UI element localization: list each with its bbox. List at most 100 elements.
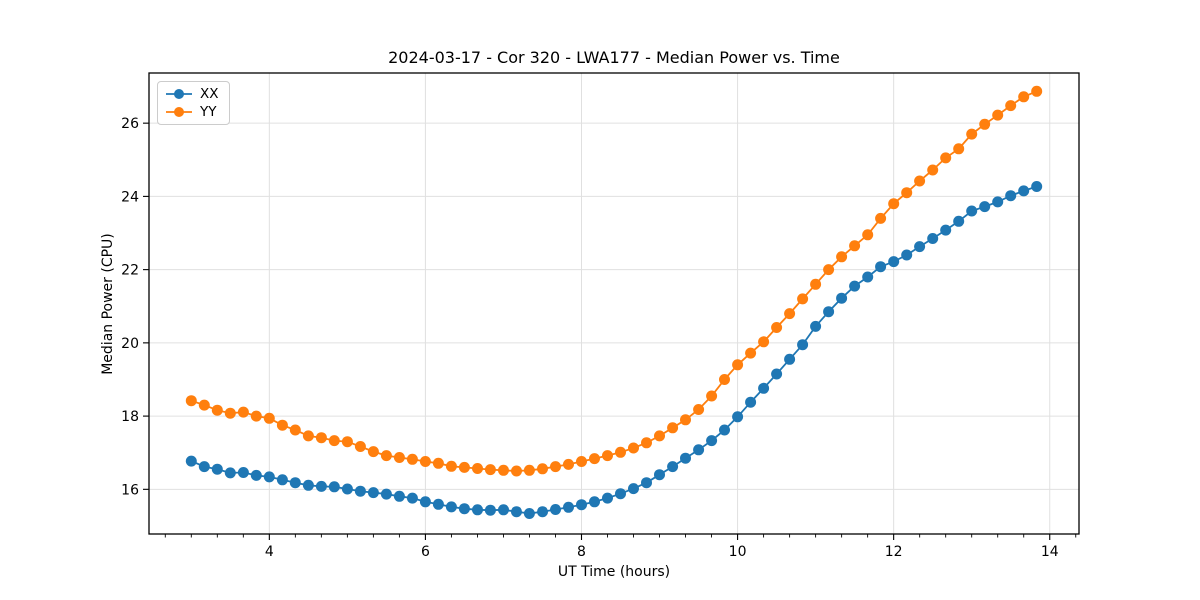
data-point-yy [341,436,353,448]
data-point-xx [380,488,392,500]
data-point-xx [341,483,353,495]
data-point-yy [511,465,522,477]
data-point-yy [966,128,978,140]
data-point-xx [758,382,770,394]
data-point-xx [914,241,926,253]
data-point-xx [198,461,210,473]
x-tick-label: 4 [265,544,274,560]
data-point-xx [680,452,691,464]
data-point-yy [432,457,444,469]
data-point-yy [406,453,418,465]
data-point-yy [862,229,874,241]
data-point-xx [797,339,809,351]
data-point-yy [719,374,730,385]
data-point-yy [498,464,509,476]
data-point-yy [927,164,939,176]
legend-marker-icon [174,107,184,117]
data-point-xx [810,320,822,332]
data-point-yy [628,442,639,454]
data-point-xx [940,224,952,236]
data-point-xx [419,496,431,508]
data-point-xx [432,498,444,510]
data-point-yy [654,430,665,442]
data-point-yy [680,414,691,426]
data-point-yy [810,278,822,290]
data-point-yy [992,109,1004,121]
data-point-xx [589,496,600,508]
data-point-xx [563,501,574,513]
data-point-xx [472,504,483,516]
data-point-yy [836,251,848,263]
data-point-yy [706,390,718,402]
data-point-xx [484,504,496,516]
x-tick-label: 6 [421,544,430,560]
data-point-xx [276,474,288,486]
x-tick-label: 8 [577,544,586,560]
data-point-xx [523,508,535,519]
data-point-yy [419,456,431,467]
data-point-xx [901,249,913,261]
chart-title: 2024-03-17 - Cor 320 - LWA177 - Median P… [388,48,840,67]
data-point-xx [263,471,275,483]
data-point-xx [1018,185,1030,197]
data-point-yy [211,404,223,416]
data-point-yy [745,347,757,359]
legend-label-yy: YY [200,104,217,120]
data-point-yy [445,460,457,472]
data-point-yy [237,406,249,418]
data-point-xx [302,479,314,491]
y-tick-label: 26 [121,116,139,132]
legend-marker-icon [174,89,184,99]
data-point-yy [276,419,288,431]
data-point-xx [732,411,744,423]
data-point-xx [1005,190,1017,202]
data-point-yy [797,293,809,305]
data-point-xx [537,506,548,518]
data-point-xx [185,455,197,467]
data-point-xx [550,504,561,515]
data-point-xx [615,488,626,500]
data-point-yy [641,437,652,449]
x-tick-label: 14 [1041,544,1059,560]
data-point-yy [589,453,600,465]
data-point-yy [354,441,366,452]
y-tick-label: 18 [121,409,139,425]
data-point-yy [198,399,210,411]
data-point-yy [302,430,314,442]
data-point-yy [914,175,926,187]
data-point-yy [576,456,587,467]
data-point-xx [315,480,327,492]
data-point-xx [706,435,718,447]
series-line-yy [191,90,1038,472]
data-point-yy [849,240,861,252]
data-point-yy [875,212,887,224]
data-point-xx [458,503,470,515]
data-point-xx [328,481,340,493]
data-point-yy [537,463,548,475]
data-point-xx [862,271,874,283]
data-point-yy [523,464,535,476]
data-point-yy [784,308,796,320]
data-point-yy [940,152,952,164]
data-point-yy [1018,91,1030,103]
data-point-yy [888,198,900,210]
data-point-xx [654,469,665,481]
data-point-xx [888,256,900,268]
data-point-yy [1031,85,1043,97]
x-tick-label: 12 [885,544,903,560]
data-point-xx [354,485,366,497]
data-point-xx [224,467,236,479]
data-point-xx [992,196,1004,208]
data-point-xx [393,490,405,502]
data-point-yy [472,463,483,474]
legend-line-marker-icon [166,89,192,99]
data-point-xx [966,205,978,217]
y-tick-label: 24 [121,189,139,205]
data-point-yy [979,118,991,130]
data-point-yy [458,461,470,473]
data-point-yy [393,452,405,463]
data-point-yy [901,187,913,199]
data-point-xx [628,483,639,495]
data-point-xx [498,504,509,516]
